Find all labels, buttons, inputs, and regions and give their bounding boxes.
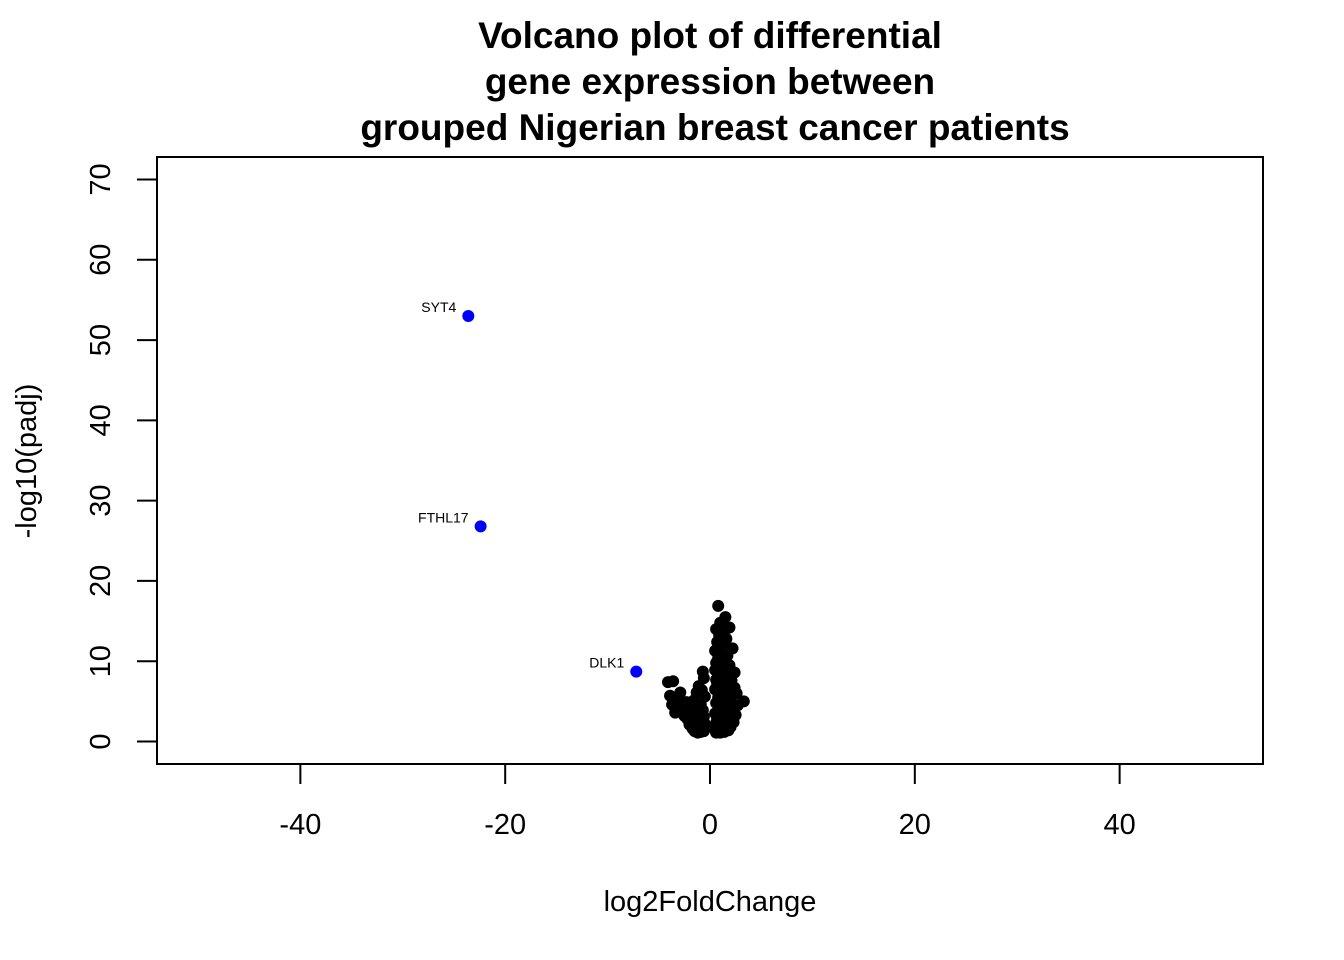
chart-title-line-1: Volcano plot of differential	[478, 15, 942, 56]
highlighted-point	[462, 309, 475, 322]
x-axis-title: log2FoldChange	[604, 886, 817, 918]
y-tick-label: 40	[85, 404, 117, 436]
y-tick-label: 20	[85, 565, 117, 597]
chart-title-line-3: grouped Nigerian breast cancer patients	[360, 107, 1069, 148]
chart-title: Volcano plot of differential gene expres…	[360, 15, 1069, 148]
point-label: FTHL17	[418, 509, 469, 525]
point-label: DLK1	[589, 655, 624, 671]
data-point	[662, 676, 675, 689]
x-axis: -40 -20 0 20 40	[279, 763, 1136, 841]
y-axis: 0 10 20 30 40 50 60 70	[85, 163, 158, 750]
x-tick-label: -20	[484, 809, 526, 841]
x-tick-label: 40	[1103, 809, 1135, 841]
y-tick-label: 50	[85, 324, 117, 356]
highlighted-points: SYT4 FTHL17 DLK1	[418, 299, 643, 678]
data-point	[691, 726, 704, 739]
x-tick-label: 0	[702, 809, 718, 841]
y-tick-label: 0	[85, 733, 117, 749]
point-label: SYT4	[421, 299, 456, 315]
data-point	[669, 706, 682, 719]
y-tick-label: 60	[85, 244, 117, 276]
y-axis-title: -log10(padj)	[11, 384, 43, 539]
chart-title-line-2: gene expression between	[485, 61, 935, 102]
data-point	[712, 599, 725, 612]
data-point	[714, 726, 727, 739]
highlighted-point	[474, 520, 487, 533]
y-tick-label: 30	[85, 485, 117, 517]
background-points	[662, 599, 750, 739]
y-tick-label: 10	[85, 645, 117, 677]
x-tick-label: 20	[899, 809, 931, 841]
y-tick-label: 70	[85, 163, 117, 195]
x-tick-label: -40	[279, 809, 321, 841]
highlighted-point	[630, 665, 643, 678]
